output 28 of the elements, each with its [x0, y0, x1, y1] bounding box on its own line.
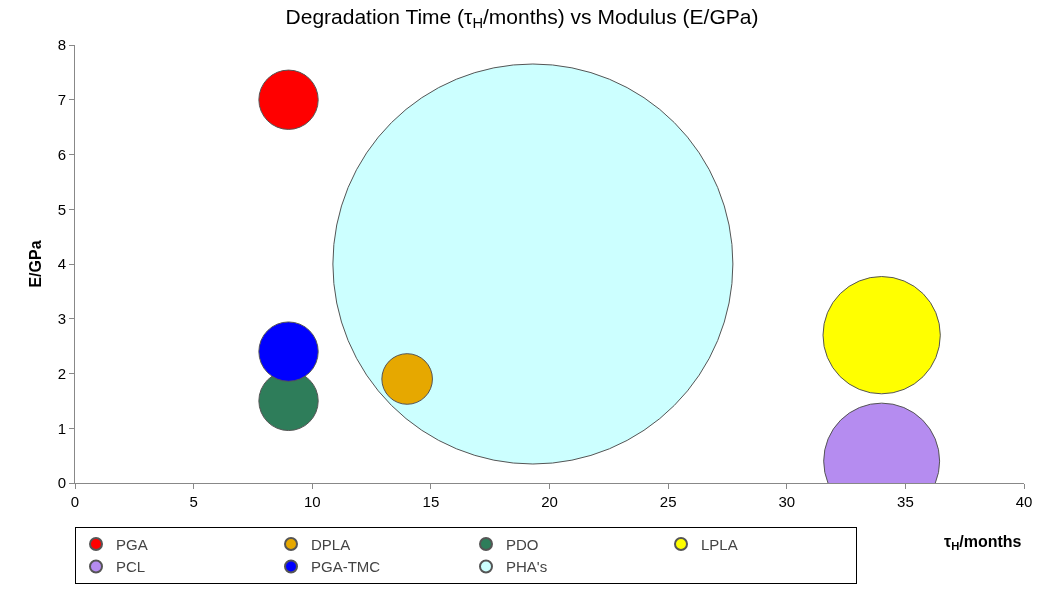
- legend-label: PHA's: [506, 558, 548, 576]
- legend-label: PCL: [116, 558, 146, 576]
- chart-title: Degradation Time (τ$_{H}$/months) vs Modulus (E/GPa): [285, 4, 759, 32]
- y-tick-label: 5: [57, 200, 66, 218]
- y-tick-label: 7: [57, 91, 66, 108]
- y-tick-label: 0: [57, 474, 66, 492]
- x-tick-label: 35: [897, 493, 914, 510]
- legend-label: PGA-TMC: [311, 558, 381, 576]
- x-axis-title: τ$_{H}$/months: [944, 533, 1022, 553]
- y-tick-label: 8: [57, 36, 66, 54]
- x-tick-label: 20: [541, 493, 558, 510]
- x-tick-label: 25: [659, 493, 677, 510]
- x-tick-label: 40: [1015, 493, 1033, 510]
- legend-label: DPLA: [311, 535, 351, 553]
- y-tick-label: 6: [57, 145, 66, 163]
- y-tick-label: 4: [57, 255, 66, 273]
- x-tick-label: 15: [422, 493, 440, 510]
- x-tick-label: 0: [70, 493, 80, 510]
- x-tick-label: 30: [778, 493, 796, 510]
- y-axis-title: E/GPa: [26, 240, 44, 288]
- legend-label: PGA: [116, 535, 148, 553]
- legend-label: PDO: [506, 535, 539, 553]
- x-tick-label: 5: [189, 493, 198, 510]
- x-tick-label: 10: [303, 493, 321, 510]
- y-tick-label: 1: [57, 419, 66, 437]
- legend-label: LPLA: [701, 535, 738, 553]
- y-tick-label: 3: [57, 310, 66, 327]
- y-tick-label: 2: [57, 364, 66, 382]
